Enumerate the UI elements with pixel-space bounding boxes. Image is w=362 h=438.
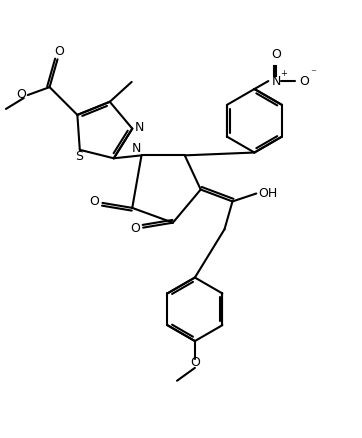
Text: OH: OH (258, 187, 278, 200)
Text: N: N (132, 142, 141, 155)
Text: O: O (16, 88, 26, 101)
Text: O: O (90, 195, 100, 208)
Text: S: S (75, 150, 83, 163)
Text: O: O (55, 45, 64, 58)
Text: O: O (190, 357, 200, 369)
Text: O: O (272, 48, 281, 61)
Text: N: N (135, 121, 144, 134)
Text: O: O (299, 74, 309, 88)
Text: N: N (272, 74, 281, 88)
Text: O: O (130, 222, 140, 235)
Text: ⁻: ⁻ (310, 68, 316, 78)
Text: +: + (280, 69, 287, 78)
